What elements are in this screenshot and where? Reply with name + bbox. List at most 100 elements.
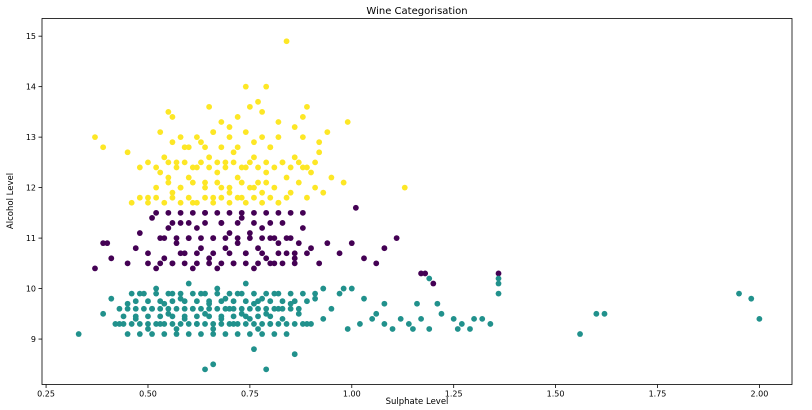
data-point	[320, 315, 327, 322]
data-point	[308, 321, 314, 327]
data-point	[210, 321, 217, 327]
data-point	[193, 260, 200, 267]
data-point	[287, 164, 294, 171]
data-point	[242, 298, 249, 305]
data-point	[251, 346, 257, 353]
data-point	[238, 164, 245, 171]
data-point	[340, 179, 347, 186]
data-point	[218, 321, 225, 327]
data-point	[218, 298, 225, 305]
data-point	[275, 119, 282, 125]
data-point	[108, 255, 115, 262]
data-point	[202, 209, 208, 216]
data-point	[181, 305, 188, 312]
data-point	[495, 275, 502, 282]
data-point	[275, 250, 282, 257]
data-point	[230, 260, 237, 267]
data-point	[279, 298, 286, 305]
data-point	[185, 235, 192, 242]
data-point	[271, 290, 278, 297]
data-point	[218, 119, 225, 125]
data-point	[259, 199, 266, 206]
data-points	[75, 38, 763, 373]
data-point	[736, 290, 742, 297]
data-point	[299, 321, 306, 327]
data-point	[226, 189, 233, 196]
data-point	[299, 225, 306, 231]
data-point	[287, 209, 294, 216]
data-point	[259, 108, 266, 115]
data-point	[238, 305, 245, 312]
data-point	[397, 315, 404, 322]
data-point	[185, 194, 192, 201]
data-point	[283, 235, 290, 242]
data-point	[242, 164, 249, 171]
data-point	[206, 154, 213, 161]
data-point	[141, 290, 147, 297]
data-point	[263, 169, 270, 176]
data-point	[426, 275, 433, 282]
x-axis-ticks: 0.25 0.50 0.75 1.00 1.25 1.50 1.75 2.00	[37, 384, 768, 399]
x-tick-label: 0.25	[37, 390, 55, 399]
data-point	[149, 331, 155, 337]
data-point	[92, 134, 98, 141]
data-point	[238, 209, 245, 216]
y-tick-label: 14	[26, 83, 36, 92]
data-point	[304, 194, 310, 201]
data-point	[495, 280, 502, 287]
series-0	[92, 38, 408, 206]
data-point	[75, 331, 82, 337]
data-point	[348, 285, 355, 292]
data-point	[136, 230, 143, 236]
data-point	[316, 139, 323, 146]
data-point	[242, 250, 249, 257]
data-point	[210, 361, 217, 368]
data-point	[438, 310, 445, 317]
data-point	[181, 260, 188, 267]
series-2	[75, 275, 763, 373]
data-point	[434, 300, 441, 307]
data-point	[324, 129, 331, 135]
data-point	[214, 290, 221, 297]
data-point	[283, 321, 290, 327]
data-point	[153, 209, 160, 216]
data-point	[242, 280, 249, 287]
data-point	[218, 260, 225, 267]
data-point	[259, 235, 266, 242]
data-point	[145, 321, 151, 327]
data-point	[132, 305, 139, 312]
y-tick-label: 12	[26, 184, 36, 193]
data-point	[304, 103, 310, 110]
data-point	[153, 290, 160, 297]
data-point	[177, 220, 184, 226]
data-point	[251, 321, 257, 327]
data-point	[267, 220, 274, 226]
data-point	[157, 298, 164, 305]
data-point	[157, 169, 164, 176]
data-point	[410, 326, 416, 332]
data-point	[202, 290, 208, 297]
data-point	[214, 209, 221, 216]
data-point	[222, 164, 229, 171]
data-point	[145, 250, 151, 257]
data-point	[145, 199, 151, 206]
data-point	[161, 199, 168, 206]
data-point	[185, 331, 192, 337]
data-point	[206, 298, 213, 305]
y-tick-label: 10	[26, 285, 36, 294]
data-point	[263, 305, 270, 312]
data-point	[169, 114, 176, 120]
data-point	[279, 159, 286, 166]
data-point	[255, 298, 261, 305]
data-point	[120, 313, 127, 320]
data-point	[267, 235, 274, 242]
data-point	[238, 179, 245, 186]
data-point	[222, 235, 229, 242]
data-point	[202, 179, 208, 186]
data-point	[206, 260, 213, 267]
data-point	[173, 305, 180, 312]
data-point	[454, 326, 461, 332]
data-point	[169, 298, 176, 305]
data-point	[234, 290, 241, 297]
data-point	[251, 139, 257, 146]
